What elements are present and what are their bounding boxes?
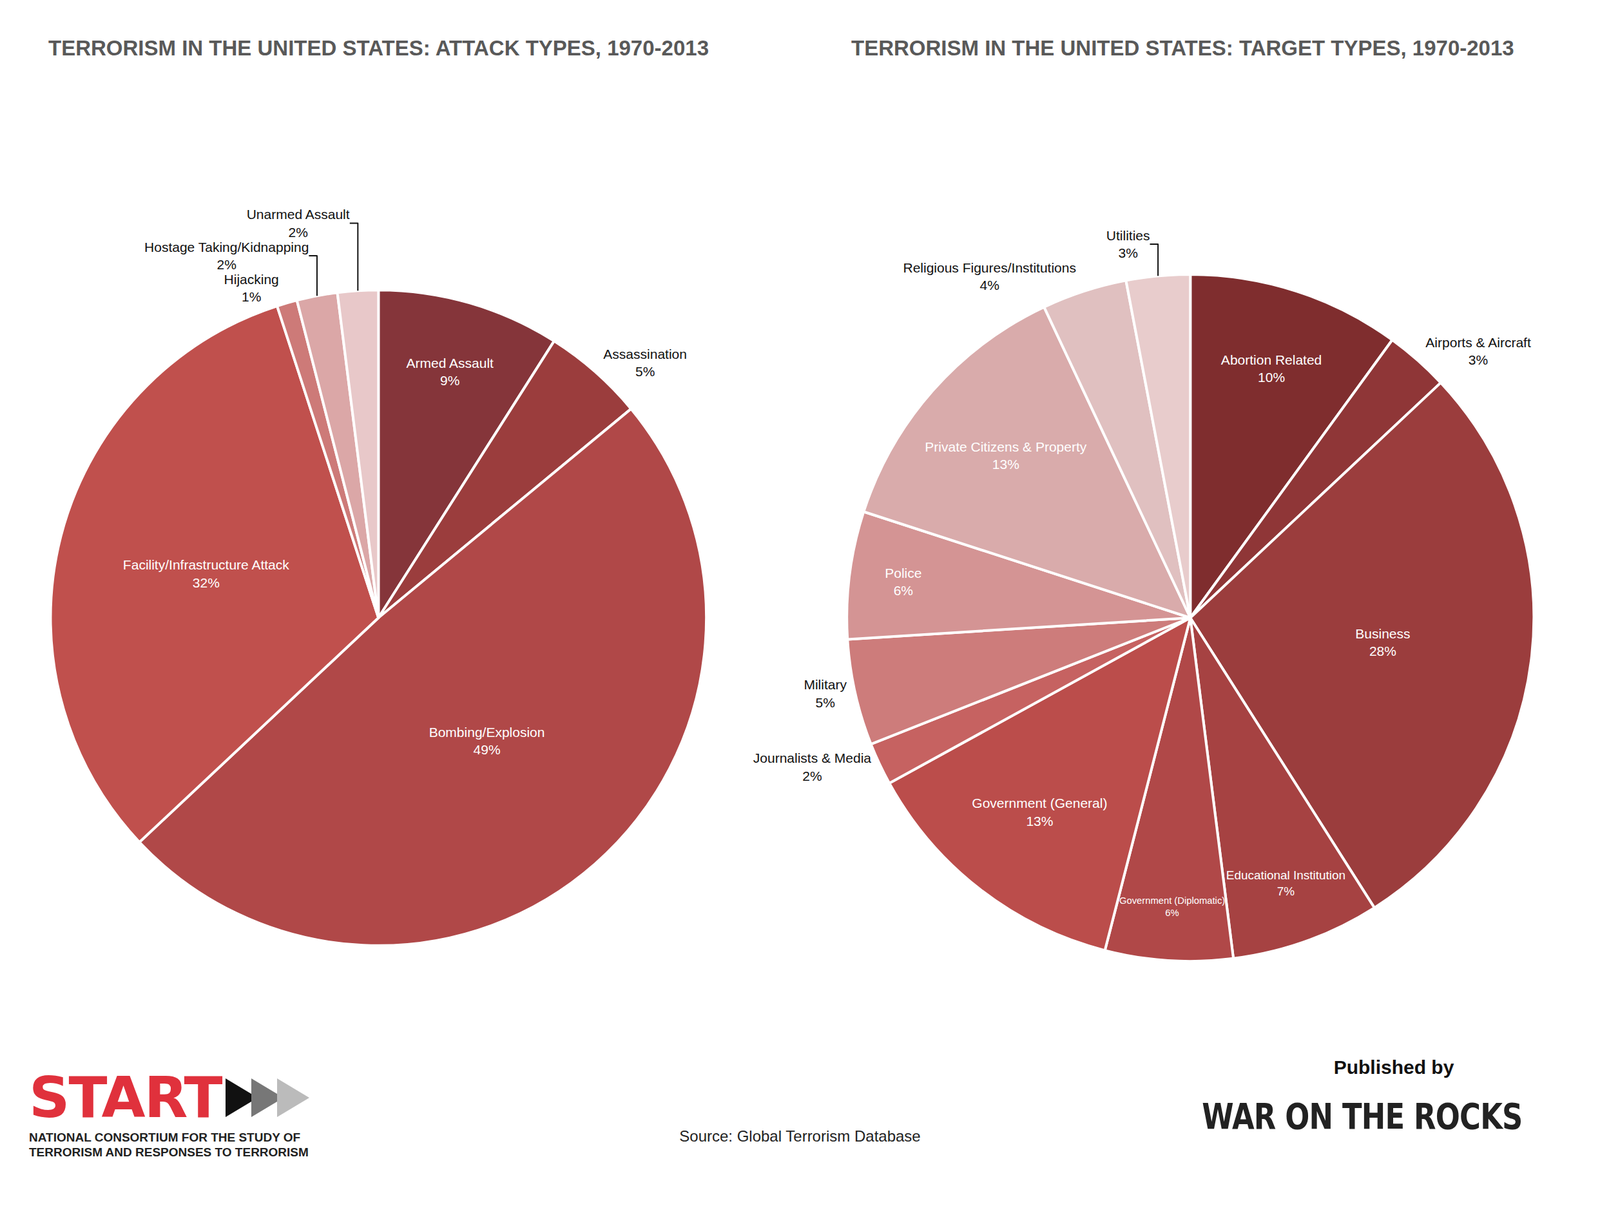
svg-text:Police6%: Police6% [884,565,922,598]
svg-text:Unarmed Assault2%: Unarmed Assault2% [246,206,350,240]
svg-text:Hostage Taking/Kidnapping2%: Hostage Taking/Kidnapping2% [144,239,309,272]
svg-text:Government (Diplomatic)6%: Government (Diplomatic)6% [1119,895,1225,919]
html-text:START: START [28,1064,222,1131]
html-text:NATIONAL CONSORTIUM FOR THE ST: NATIONAL CONSORTIUM FOR THE STUDY OF TER… [28,1130,309,1160]
svg-text:Private Citizens & Property13%: Private Citizens & Property13% [924,439,1087,472]
svg-text:Bombing/Explosion49%: Bombing/Explosion49% [429,724,546,758]
svg-text:Armed Assault9%: Armed Assault9% [406,355,495,388]
html-text:Source: Global Terrorism Datab: Source: Global Terrorism Database [679,1127,921,1146]
svg-text:Assassination5%: Assassination5% [603,346,687,379]
svg-text:Hijacking1%: Hijacking1% [224,271,280,305]
svg-text:Business28%: Business28% [1355,626,1410,659]
svg-text:Religious Figures/Institutions: Religious Figures/Institutions4% [902,260,1076,293]
svg-text:Government (General)13%: Government (General)13% [971,795,1108,829]
svg-text:Facility/Infrastructure Attack: Facility/Infrastructure Attack32% [123,557,290,590]
svg-text:Airports & Aircraft3%: Airports & Aircraft3% [1425,335,1532,368]
svg-text:TERRORISM IN THE UNITED STATES: TERRORISM IN THE UNITED STATES: ATTACK T… [48,36,709,60]
html-text:WAR ON THE ROCKS: WAR ON THE ROCKS [1202,1095,1523,1138]
svg-text:TERRORISM IN THE UNITED STATES: TERRORISM IN THE UNITED STATES: TARGET T… [851,36,1515,60]
svg-text:Military5%: Military5% [803,677,847,710]
svg-text:Abortion Related10%: Abortion Related10% [1221,352,1322,385]
svg-text:Educational Institution7%: Educational Institution7% [1226,868,1346,899]
html-text:Published by: Published by [1333,1056,1454,1079]
svg-text:Journalists & Media2%: Journalists & Media2% [753,750,872,783]
svg-text:Utilities3%: Utilities3% [1106,228,1151,261]
